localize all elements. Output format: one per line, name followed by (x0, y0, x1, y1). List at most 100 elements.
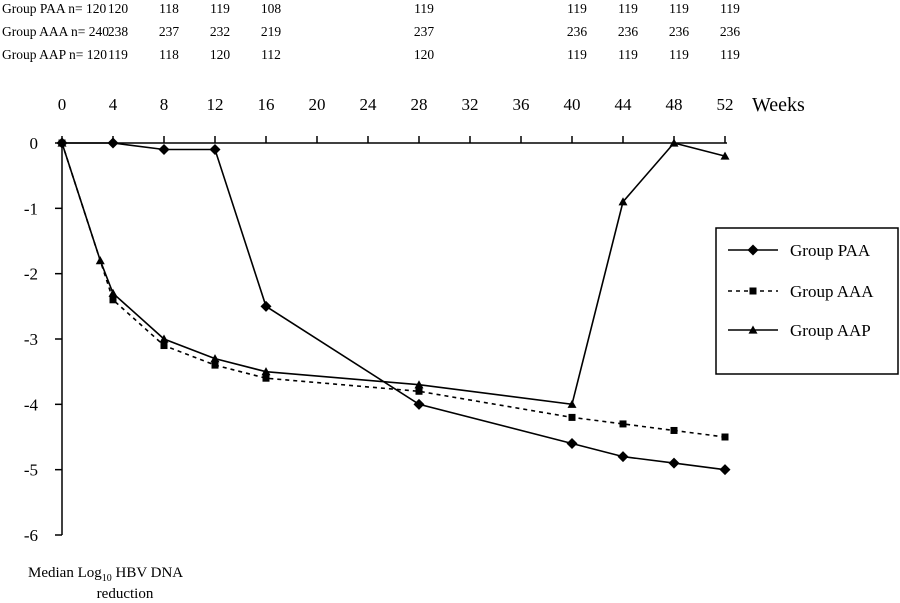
y-axis-title-line2: reduction (97, 586, 154, 602)
table-cell: 112 (261, 47, 281, 62)
data-point (108, 288, 118, 297)
x-tick-label: 16 (258, 95, 275, 114)
x-tick-label: 28 (411, 95, 428, 114)
legend-marker (747, 244, 759, 256)
table-row-label: Group AAP n= 120 (2, 47, 107, 62)
x-tick-label: 40 (564, 95, 581, 114)
table-cell: 219 (261, 24, 282, 39)
x-tick-label: 52 (717, 95, 734, 114)
y-tick-label: -5 (24, 461, 38, 480)
table-cell: 238 (108, 24, 129, 39)
table-cell: 119 (669, 1, 689, 16)
legend-marker (748, 325, 758, 334)
table-cell: 120 (414, 47, 435, 62)
table-cell: 120 (108, 1, 129, 16)
table-row-label: Group AAA n= 240 (2, 24, 109, 39)
table-cell: 119 (669, 47, 689, 62)
x-tick-label: 24 (360, 95, 378, 114)
x-tick-label: 48 (666, 95, 683, 114)
data-point (617, 451, 629, 463)
data-point (618, 197, 628, 206)
x-axis-title: Weeks (752, 94, 805, 116)
y-tick-label: -3 (24, 330, 38, 349)
data-point (619, 420, 627, 428)
table-row-label: Group PAA n= 120 (2, 1, 107, 16)
legend-marker (749, 287, 757, 295)
table-cell: 236 (567, 24, 588, 39)
table-cell: 119 (567, 1, 587, 16)
y-axis-label: Median Log10 HBV DNA reduction (28, 565, 183, 602)
data-point (211, 361, 219, 369)
table-cell: 119 (414, 1, 434, 16)
data-point (57, 138, 67, 147)
data-point (413, 398, 425, 410)
table-cell: 119 (210, 1, 230, 16)
data-point (262, 374, 270, 382)
data-point (670, 426, 678, 434)
legend-label: Group PAA (790, 241, 871, 260)
data-point (209, 144, 221, 156)
data-point (414, 380, 424, 389)
table-cell: 119 (720, 1, 740, 16)
x-tick-label: 8 (160, 95, 169, 114)
series-group-aap (57, 138, 730, 408)
data-point (567, 399, 577, 408)
data-point (158, 144, 170, 156)
x-tick-label: 36 (513, 95, 530, 114)
data-point (669, 138, 679, 147)
data-point (668, 457, 680, 469)
legend-label: Group AAA (790, 282, 874, 301)
series-line (61, 142, 726, 406)
series-line (61, 142, 726, 438)
y-tick-label: -6 (24, 526, 38, 545)
table-cell: 237 (159, 24, 180, 39)
data-point (159, 334, 169, 343)
legend-box (715, 227, 899, 375)
table-cell: 236 (669, 24, 690, 39)
data-point (720, 151, 730, 160)
table-cell: 118 (159, 47, 179, 62)
table-cell: 119 (618, 47, 638, 62)
data-point (415, 387, 423, 395)
legend: Group PAA Group AAA Group AAP (715, 227, 899, 375)
table-cell: 236 (618, 24, 639, 39)
y-axis-title: Median Log10 HBV DNA (28, 565, 183, 584)
x-tick-label: 4 (109, 95, 118, 114)
table-cell: 236 (720, 24, 741, 39)
data-point (160, 342, 168, 350)
table-cell: 108 (261, 1, 282, 16)
data-point (566, 438, 578, 450)
table-cell: 120 (210, 47, 231, 62)
data-point (95, 256, 105, 265)
x-tick-label: 0 (58, 95, 67, 114)
n-table: Group PAA n= 120 120 118 119 108 119 119 119 119… (2, 1, 740, 62)
data-point (261, 367, 271, 376)
table-cell: 237 (414, 24, 435, 39)
legend-label: Group AAP (790, 321, 871, 340)
x-tick-label: 44 (615, 95, 633, 114)
data-point (568, 413, 576, 421)
x-tick-label: 32 (462, 95, 479, 114)
table-cell: 119 (618, 1, 638, 16)
series-lines (56, 137, 731, 476)
y-tick-label: 0 (30, 134, 39, 153)
series-group-aaa (58, 139, 729, 441)
data-point (107, 137, 119, 149)
data-point (721, 433, 729, 441)
data-point (109, 296, 117, 304)
x-tick-label: 20 (309, 95, 326, 114)
data-point (210, 354, 220, 363)
y-tick-label: -4 (24, 395, 39, 414)
table-cell: 119 (720, 47, 740, 62)
axes: 0 4 8 12 16 20 24 28 32 36 40 44 48 52 Weeks0-1-2-3-4-… (24, 94, 805, 545)
table-cell: 119 (108, 47, 128, 62)
y-tick-label: -1 (24, 199, 38, 218)
table-cell: 118 (159, 1, 179, 16)
y-tick-label: -2 (24, 265, 38, 284)
data-point (719, 464, 731, 476)
x-tick-label: 12 (207, 95, 224, 114)
data-point (260, 300, 272, 312)
series-line (62, 142, 726, 471)
table-cell: 232 (210, 24, 230, 39)
